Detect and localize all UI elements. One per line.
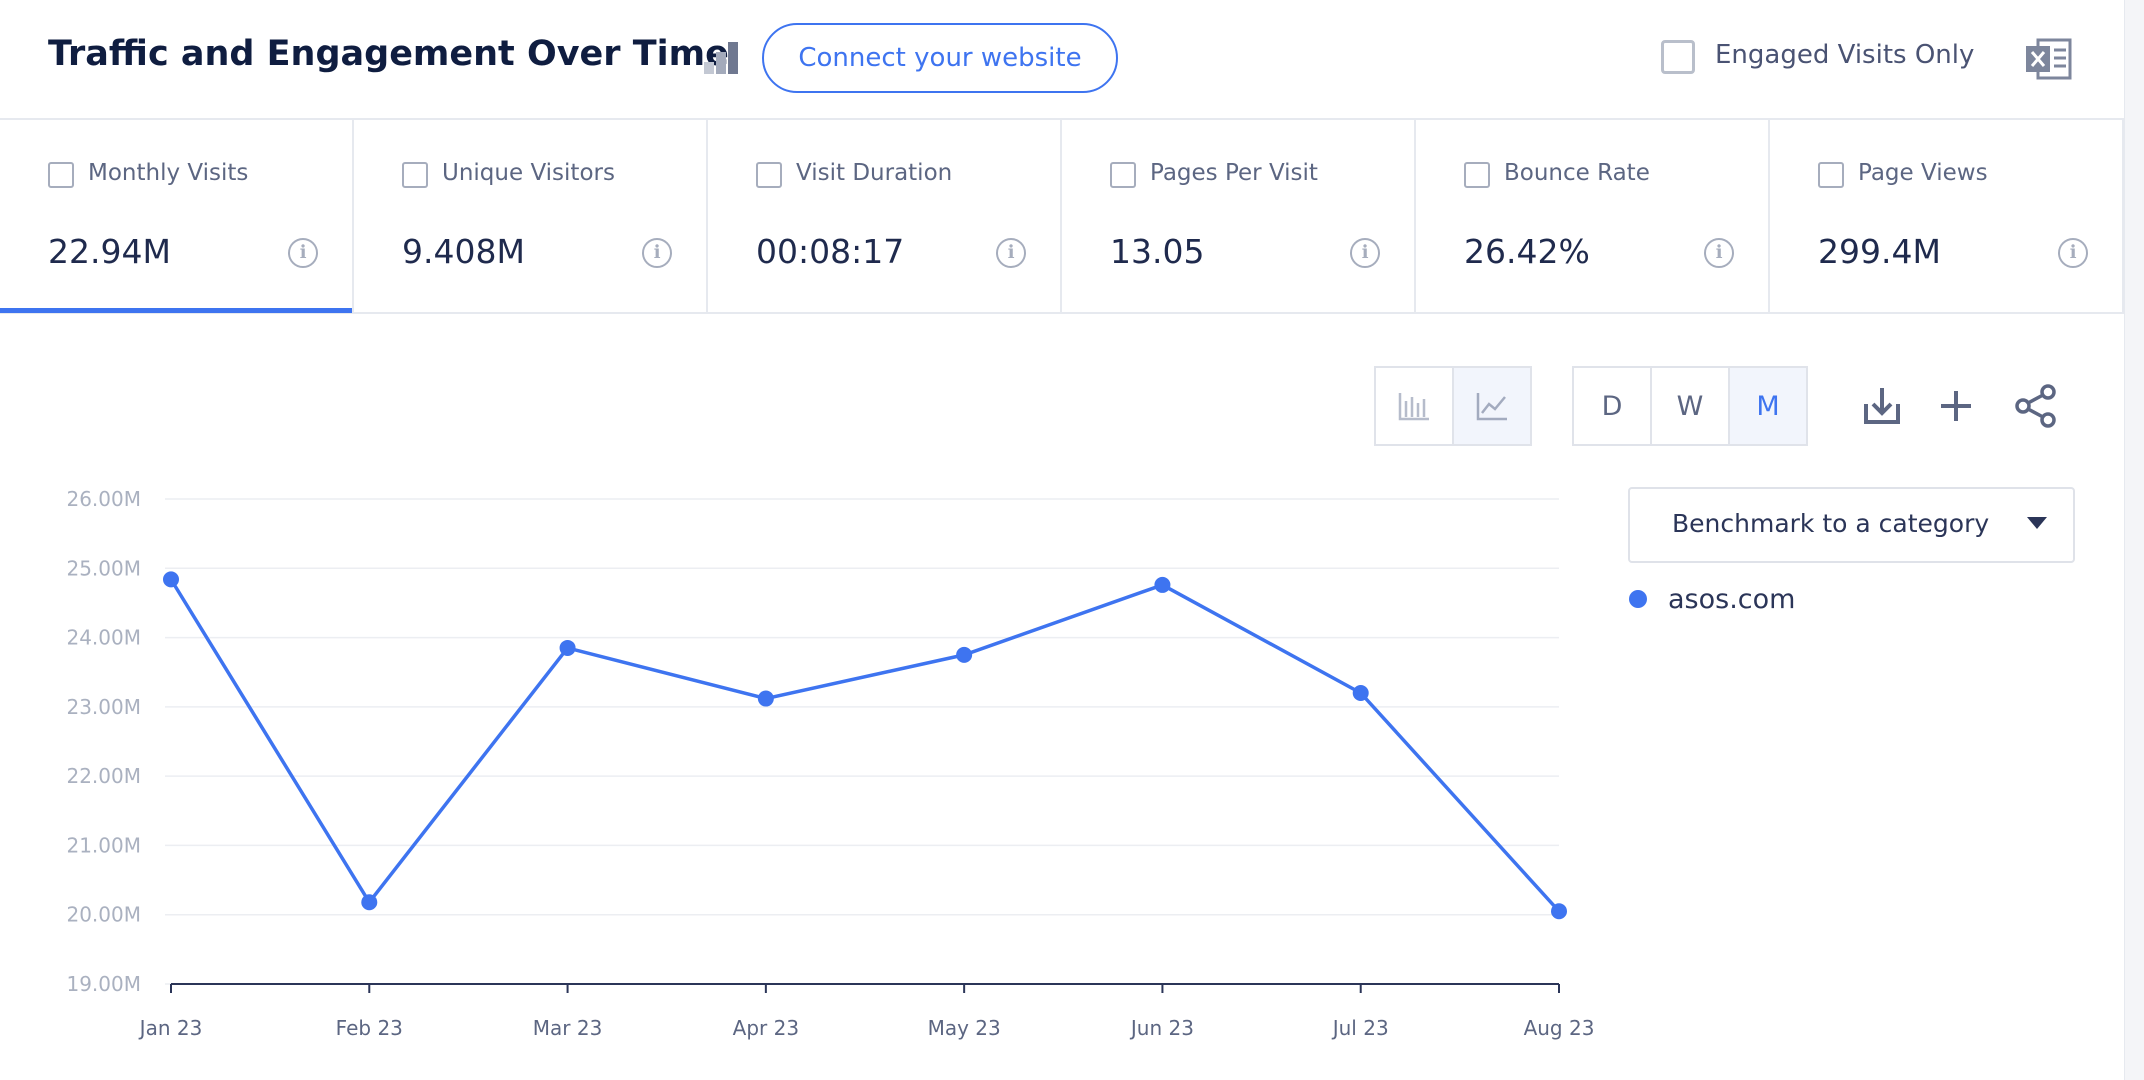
y-tick-label: 23.00M	[66, 695, 141, 719]
x-tick-label: Aug 23	[1524, 1016, 1595, 1040]
scrollbar	[2124, 0, 2144, 1080]
line-icon	[1476, 393, 1507, 421]
y-tick-label: 24.00M	[66, 626, 141, 650]
y-tick-label: 20.00M	[66, 903, 141, 927]
metric-icon	[1110, 162, 1136, 188]
granularity-button[interactable]: D	[1572, 366, 1652, 446]
y-tick-label: 19.00M	[66, 972, 141, 996]
metric-icon	[402, 162, 428, 188]
data-point	[757, 690, 774, 707]
granularity-button[interactable]: M	[1728, 366, 1808, 446]
x-tick-label: Feb 23	[336, 1016, 403, 1040]
line-chart-toggle[interactable]	[1452, 366, 1532, 446]
y-tick-label: 25.00M	[66, 556, 141, 580]
x-tick-label: May 23	[928, 1016, 1001, 1040]
add-icon[interactable]	[1938, 388, 1974, 424]
rank-icon	[704, 42, 738, 74]
info-icon[interactable]: ℹ	[2058, 238, 2088, 268]
legend-marker	[1629, 590, 1647, 608]
x-tick-label: Apr 23	[733, 1016, 799, 1040]
info-icon[interactable]: ℹ	[288, 238, 318, 268]
metric-value: 00:08:17	[756, 232, 905, 271]
y-tick-label: 22.00M	[66, 764, 141, 788]
metric-value: 299.4M	[1818, 232, 1941, 271]
granularity-button[interactable]: W	[1650, 366, 1730, 446]
metric-icon	[1818, 162, 1844, 188]
metric-label: Unique Visitors	[442, 160, 615, 186]
download-icon[interactable]	[1862, 386, 1902, 426]
bar-chart-toggle[interactable]	[1374, 366, 1454, 446]
data-point	[163, 571, 179, 588]
dropdown-text[interactable]: Benchmark to a category	[1672, 509, 1990, 538]
divider	[0, 118, 2124, 120]
legend-label: asos.com	[1668, 584, 1796, 615]
x-tick-label: Jul 23	[1331, 1016, 1389, 1040]
connect-button[interactable]: Connect your website	[762, 23, 1118, 93]
metric-label: Pages Per Visit	[1150, 160, 1318, 186]
metric-value: 9.408M	[402, 232, 525, 271]
metric-label: Bounce Rate	[1504, 160, 1650, 186]
metric-icon	[48, 162, 74, 188]
data-point	[1154, 576, 1171, 593]
checkbox[interactable]	[1661, 40, 1695, 74]
selected-indicator	[0, 308, 352, 313]
y-tick-label: 21.00M	[66, 833, 141, 857]
metric-tab[interactable]: Page Views 299.4M ℹ	[1770, 120, 2124, 312]
y-tick-label: 26.00M	[66, 487, 141, 511]
bar-icon	[1398, 393, 1429, 421]
metric-label: Monthly Visits	[88, 160, 249, 186]
metric-icon	[756, 162, 782, 188]
metric-tab[interactable]: Bounce Rate 26.42% ℹ	[1416, 120, 1770, 312]
info-icon[interactable]: ℹ	[996, 238, 1026, 268]
checkbox-label[interactable]: Engaged Visits Only	[1715, 40, 1975, 70]
info-icon[interactable]: ℹ	[1704, 238, 1734, 268]
data-point	[956, 646, 973, 663]
excel-icon[interactable]	[2024, 38, 2072, 80]
metric-tab[interactable]: Pages Per Visit 13.05 ℹ	[1062, 120, 1416, 312]
metric-tab[interactable]: Visit Duration 00:08:17 ℹ	[708, 120, 1062, 312]
metric-label: Page Views	[1858, 160, 1988, 186]
title: Traffic and Engagement Over Time	[48, 34, 729, 74]
x-tick-label: Mar 23	[533, 1016, 603, 1040]
data-point	[559, 639, 576, 656]
data-point	[1551, 903, 1567, 920]
x-tick-label: Jan 23	[138, 1016, 203, 1040]
data-point	[1352, 685, 1369, 701]
metric-icon	[1464, 162, 1490, 188]
metric-tab[interactable]: Monthly Visits 22.94M ℹ	[0, 120, 354, 312]
divider	[0, 312, 2124, 314]
metric-label: Visit Duration	[796, 160, 953, 186]
chart: 19.00M 20.00M 21.00M 22.00M 23.00M 24.00M 25.0…	[66, 487, 1595, 1040]
x-tick-label: Jun 23	[1129, 1016, 1194, 1040]
share-icon[interactable]	[2014, 384, 2058, 428]
metric-tab[interactable]: Unique Visitors 9.408M ℹ	[354, 120, 708, 312]
data-point	[361, 894, 378, 911]
metric-value: 26.42%	[1464, 232, 1590, 271]
series-line	[169, 578, 1561, 913]
metric-value: 13.05	[1110, 232, 1205, 271]
info-icon[interactable]: ℹ	[642, 238, 672, 268]
benchmark-dropdown[interactable]	[1628, 487, 2075, 563]
metric-value: 22.94M	[48, 232, 171, 271]
info-icon[interactable]: ℹ	[1350, 238, 1380, 268]
dropdown-arrow	[2027, 517, 2047, 529]
